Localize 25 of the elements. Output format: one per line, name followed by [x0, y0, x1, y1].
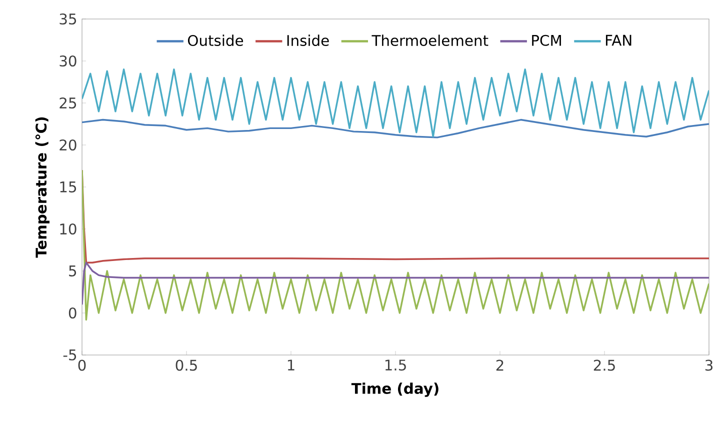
x-tick-label: 0.5 — [176, 360, 197, 371]
x-tick-label: 0 — [78, 360, 86, 371]
y-tick-label: 5 — [69, 266, 76, 276]
x-axis-title: Time (day) — [351, 382, 438, 397]
y-tick-label: 0 — [68, 307, 76, 319]
legend-label: Thermoelement — [372, 34, 488, 46]
y-tick-label: 15 — [60, 182, 76, 192]
line-series — [82, 68, 709, 138]
legend-label: Outside — [188, 34, 244, 46]
legend-label: PCM — [532, 34, 561, 46]
line-series — [82, 169, 709, 321]
y-tick-label: 25 — [60, 97, 76, 109]
x-tick-label: 1.5 — [385, 360, 406, 371]
y-tick-label: -5 — [63, 350, 76, 360]
legend-label: FAN — [606, 34, 632, 46]
y-axis-title: Temperature (℃) — [35, 117, 50, 258]
x-tick-label: 2 — [496, 360, 504, 371]
y-tick-label: 30 — [60, 55, 76, 67]
x-tick-label: 1 — [288, 360, 294, 370]
x-tick-label: 3 — [705, 360, 712, 371]
y-tick-label: 20 — [60, 139, 76, 151]
y-tick-label: 35 — [60, 13, 76, 25]
y-tick-label: 10 — [60, 223, 76, 235]
x-tick-label: 2.5 — [594, 360, 615, 371]
legend-label: Inside — [287, 34, 329, 46]
